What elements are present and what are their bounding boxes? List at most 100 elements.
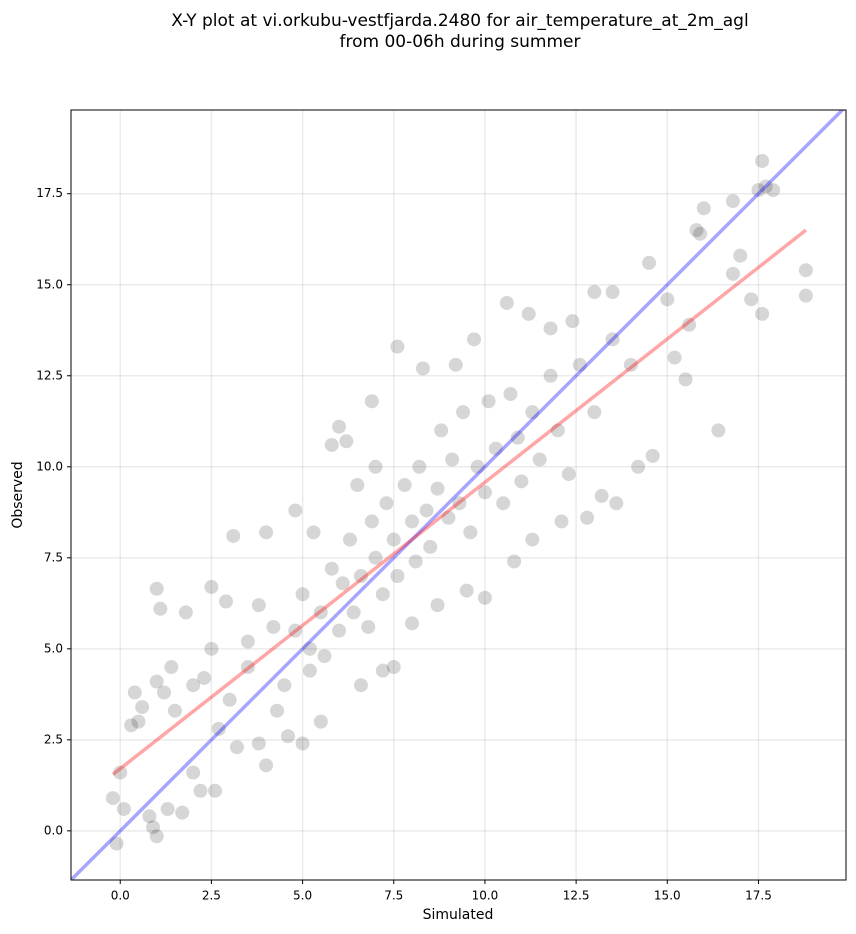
data-point: [452, 496, 467, 511]
data-point: [554, 514, 569, 529]
x-tick-label: 17.5: [745, 889, 772, 903]
y-tick-label: 0.0: [44, 823, 63, 837]
data-point: [288, 503, 303, 518]
data-point: [259, 525, 274, 540]
data-point: [693, 226, 708, 241]
y-tick-label: 2.5: [44, 732, 63, 746]
data-point: [543, 368, 558, 383]
data-point: [755, 153, 770, 168]
data-point: [219, 594, 233, 609]
y-tick-label: 15.0: [36, 277, 63, 291]
data-point: [313, 605, 328, 620]
x-tick-label: 15.0: [654, 889, 681, 903]
data-point: [131, 714, 146, 729]
data-point: [343, 532, 357, 547]
data-point: [259, 758, 274, 773]
data-point: [302, 641, 317, 656]
fit-line: [111, 228, 807, 776]
data-point: [375, 663, 390, 678]
data-point: [197, 670, 212, 685]
data-point: [353, 569, 368, 584]
data-point: [572, 357, 587, 372]
data-point: [496, 496, 511, 511]
data-point: [229, 740, 244, 755]
data-point: [430, 481, 445, 496]
data-point: [277, 678, 292, 693]
y-axis-label: Observed: [10, 461, 26, 528]
data-point: [766, 183, 781, 198]
data-point: [222, 692, 237, 707]
data-point: [525, 532, 540, 547]
data-point: [733, 248, 748, 263]
y-tick-label: 17.5: [36, 186, 63, 200]
data-point: [456, 405, 471, 420]
x-axis-label: Simulated: [423, 907, 494, 923]
data-point: [587, 285, 602, 300]
data-point: [696, 201, 711, 216]
data-point: [186, 765, 201, 780]
data-point: [149, 581, 164, 596]
x-tick-label: 10.0: [472, 889, 499, 903]
data-point: [332, 419, 347, 434]
data-point: [514, 474, 529, 489]
data-point: [405, 514, 419, 529]
data-point: [798, 263, 813, 278]
data-point: [204, 579, 219, 594]
data-point: [711, 423, 726, 438]
data-point: [642, 255, 657, 270]
data-point: [623, 357, 638, 372]
data-point: [725, 194, 740, 209]
data-point: [105, 791, 120, 806]
data-point: [204, 641, 219, 656]
data-point: [682, 317, 697, 332]
data-point: [798, 288, 813, 303]
data-point: [678, 372, 693, 387]
data-point: [295, 587, 310, 602]
data-point: [113, 765, 128, 780]
data-point: [324, 561, 339, 576]
y-tick-label: 5.0: [44, 641, 63, 655]
data-point: [332, 623, 347, 638]
data-point: [353, 678, 368, 693]
data-point: [477, 485, 492, 500]
data-point: [605, 285, 620, 300]
data-point: [149, 674, 164, 689]
data-point: [379, 496, 394, 511]
data-point: [532, 452, 547, 467]
data-point: [758, 179, 773, 194]
data-point: [689, 223, 704, 238]
data-point: [361, 619, 376, 634]
plot-area: [71, 110, 846, 880]
data-point: [157, 685, 171, 700]
x-tick-label: 5.0: [293, 889, 312, 903]
data-point: [390, 569, 405, 584]
data-point: [270, 703, 285, 718]
data-point: [605, 332, 620, 347]
data-point: [146, 820, 161, 835]
data-point: [561, 467, 576, 482]
data-point: [543, 321, 558, 336]
data-point: [251, 736, 266, 751]
data-point: [448, 357, 463, 372]
data-point: [467, 332, 481, 347]
data-point: [142, 809, 157, 824]
data-point: [660, 292, 675, 307]
data-point: [397, 477, 412, 492]
data-point: [725, 266, 740, 281]
data-point: [386, 532, 401, 547]
data-point: [251, 598, 266, 613]
data-point: [463, 525, 478, 540]
data-point: [445, 452, 460, 467]
data-point: [208, 783, 223, 798]
y-tick-label: 12.5: [36, 368, 63, 382]
data-point: [488, 441, 503, 456]
data-point: [175, 805, 190, 820]
y-tick-label: 10.0: [36, 459, 63, 473]
data-point: [153, 601, 168, 616]
data-point: [408, 554, 423, 569]
data-point: [390, 339, 405, 354]
data-point: [434, 423, 449, 438]
data-point: [405, 616, 419, 631]
